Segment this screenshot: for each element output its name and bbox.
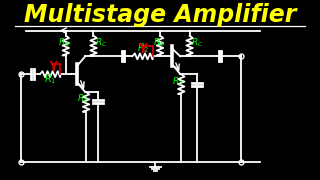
- Text: $R_C$: $R_C$: [95, 37, 108, 49]
- Text: $R_E$: $R_E$: [77, 93, 89, 105]
- Text: $R_1$: $R_1$: [44, 72, 56, 86]
- Text: $R_B$: $R_B$: [153, 37, 165, 49]
- Text: $R_C$: $R_C$: [191, 37, 204, 49]
- Text: $R_B$: $R_B$: [58, 37, 71, 49]
- Text: $R_2$: $R_2$: [137, 41, 149, 55]
- Text: $R_E$: $R_E$: [172, 75, 184, 88]
- Text: Multistage Amplifier: Multistage Amplifier: [24, 3, 296, 27]
